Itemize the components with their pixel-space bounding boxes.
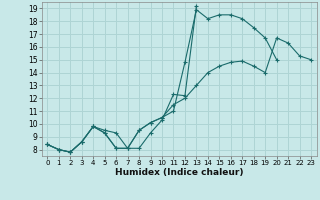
X-axis label: Humidex (Indice chaleur): Humidex (Indice chaleur) xyxy=(115,168,244,177)
